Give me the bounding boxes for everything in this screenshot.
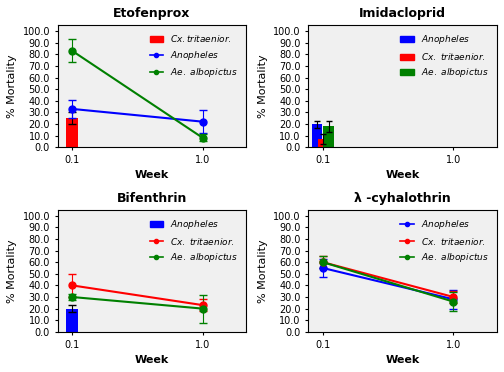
Legend: $\it{Anopheles}$, $\it{Cx.\ tritaenior.}$, $\it{Ae.\ albopictus}$: $\it{Anopheles}$, $\it{Cx.\ tritaenior.}…: [397, 214, 492, 267]
Y-axis label: % Mortality: % Mortality: [7, 239, 17, 303]
Bar: [67, 118, 78, 147]
X-axis label: Week: Week: [135, 355, 169, 365]
X-axis label: Week: Week: [135, 170, 169, 180]
X-axis label: Week: Week: [386, 355, 420, 365]
Y-axis label: % Mortality: % Mortality: [258, 54, 268, 118]
Bar: [312, 124, 322, 147]
Y-axis label: % Mortality: % Mortality: [258, 239, 268, 303]
Legend: $\it{Anopheles}$, $\it{Cx.\ tritaenior.}$, $\it{Ae.\ albopictus}$: $\it{Anopheles}$, $\it{Cx.\ tritaenior.}…: [397, 30, 492, 83]
Legend: $\it{Anopheles}$, $\it{Cx.\ tritaenior.}$, $\it{Ae.\ albopictus}$: $\it{Anopheles}$, $\it{Cx.\ tritaenior.}…: [146, 214, 242, 267]
Bar: [324, 126, 334, 147]
Legend: $\it{Cx. tritaenior.}$, $\it{Anopheles}$, $\it{Ae.\ albopictus}$: $\it{Cx. tritaenior.}$, $\it{Anopheles}$…: [146, 30, 242, 83]
Bar: [318, 139, 328, 147]
Bar: [67, 309, 78, 332]
Title: λ -cyhalothrin: λ -cyhalothrin: [354, 192, 451, 205]
Title: Bifenthrin: Bifenthrin: [117, 192, 187, 205]
Title: Imidacloprid: Imidacloprid: [359, 7, 446, 20]
X-axis label: Week: Week: [386, 170, 420, 180]
Y-axis label: % Mortality: % Mortality: [7, 54, 17, 118]
Title: Etofenprox: Etofenprox: [113, 7, 191, 20]
